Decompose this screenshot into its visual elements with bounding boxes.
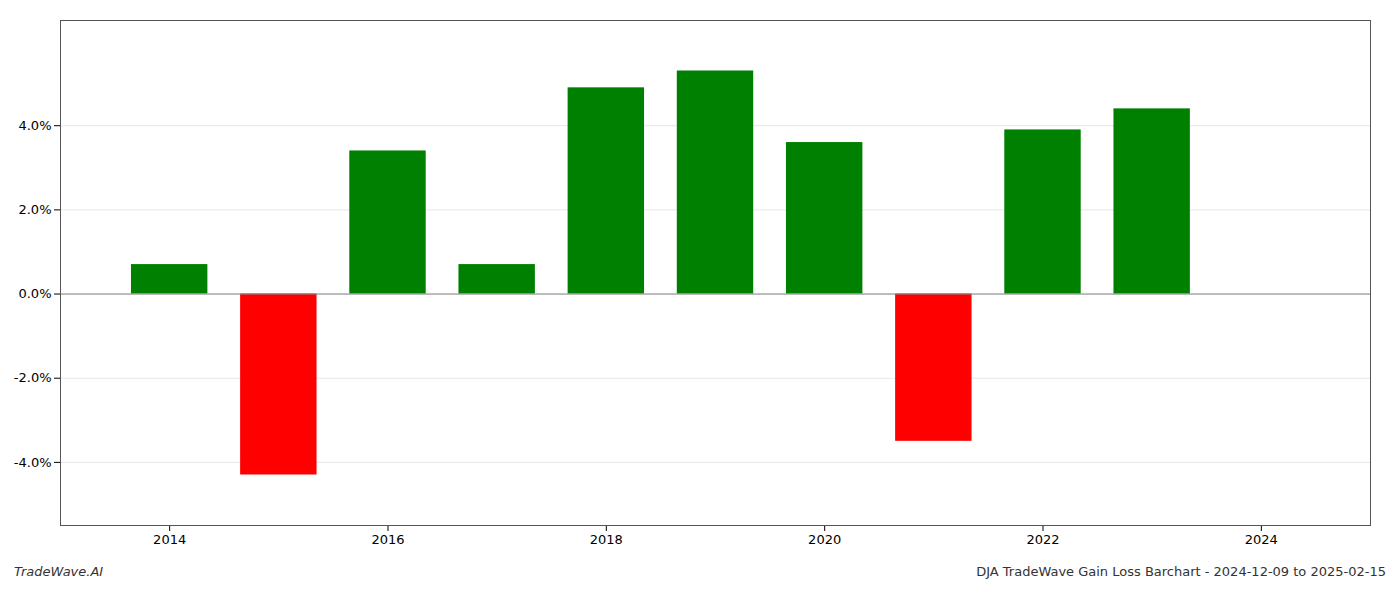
svg-text:2022: 2022	[1026, 532, 1059, 547]
svg-text:2024: 2024	[1245, 532, 1278, 547]
svg-text:2020: 2020	[808, 532, 841, 547]
html-text:TradeWave.AI: TradeWave.AI	[14, 564, 104, 579]
svg-text:2016: 2016	[371, 532, 404, 547]
svg-text:4.0%: 4.0%	[18, 118, 51, 133]
svg-text:0.0%: 0.0%	[18, 286, 51, 301]
svg-text:2018: 2018	[590, 532, 623, 547]
svg-text:-4.0%: -4.0%	[14, 455, 52, 470]
html-text:DJA TradeWave Gain Loss Barcha: DJA TradeWave Gain Loss Barchart - 2024-…	[976, 564, 1386, 579]
svg-text:2.0%: 2.0%	[18, 202, 51, 217]
svg-text:2014: 2014	[153, 532, 186, 547]
svg-text:-2.0%: -2.0%	[14, 370, 52, 385]
